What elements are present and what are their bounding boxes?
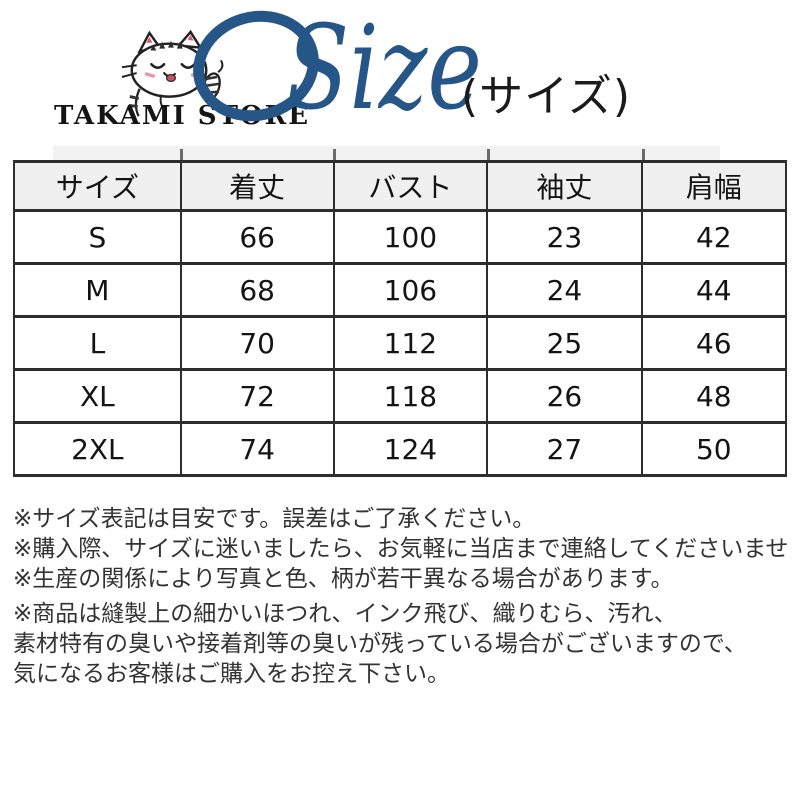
table-cell: L — [13, 315, 182, 371]
table-cell: 100 — [332, 209, 489, 265]
header-row: サイズ 着丈 バスト 袖丈 肩幅 — [13, 160, 788, 212]
size-table-body: S 66 100 23 42 M 68 106 24 44 L 70 112 25 46 XL 72 118 26 4… — [13, 209, 788, 477]
divider-stub — [180, 149, 183, 160]
table-cell: 74 — [179, 421, 335, 477]
size-table: サイズ 着丈 バスト 袖丈 肩幅 S 66 100 23 42 M 68 106 24 44 L 70 112 2… — [13, 160, 788, 477]
table-cell: 26 — [486, 368, 643, 424]
table-cell: 25 — [486, 315, 643, 371]
table-cell: 24 — [486, 262, 643, 318]
size-title-text: Size — [286, 1, 482, 136]
divider-stub — [487, 149, 490, 160]
table-cell: 2XL — [13, 421, 182, 477]
table-row: M 68 106 24 44 — [13, 262, 788, 318]
table-cell: 112 — [332, 315, 489, 371]
table-row: 2XL 74 124 27 50 — [13, 421, 788, 477]
table-cell: 124 — [332, 421, 489, 477]
table-row: L 70 112 25 46 — [13, 315, 788, 371]
column-header: 着丈 — [179, 160, 335, 212]
table-top-remnant — [53, 146, 720, 160]
column-header: 袖丈 — [486, 160, 643, 212]
table-cell: M — [13, 262, 182, 318]
table-cell: 44 — [640, 262, 788, 318]
table-cell: 66 — [179, 209, 335, 265]
table-cell: 118 — [332, 368, 489, 424]
table-cell: 72 — [179, 368, 335, 424]
column-header: バスト — [332, 160, 489, 212]
note-line: 素材特有の臭いや接着剤等の臭いが残っている場合がございますので、 — [13, 631, 747, 657]
table-cell: 68 — [179, 262, 335, 318]
note-line: ※商品は縫製上の細かいほつれ、インク飛び、織りむら、汚れ、 — [13, 601, 677, 627]
size-title-script: Size — [193, 1, 482, 136]
note-line: 気になるお客様はご購入をお控え下さい。 — [13, 661, 450, 687]
notes: ※サイズ表記は目安です。誤差はご了承ください。 ※購入際、サイズに迷いましたら、お… — [13, 504, 795, 689]
divider-stub — [642, 149, 645, 160]
column-header: 肩幅 — [640, 160, 788, 212]
size-title-subtitle: (サイズ) — [461, 71, 632, 122]
size-table-head: サイズ 着丈 バスト 袖丈 肩幅 — [13, 160, 788, 212]
table-cell: 50 — [640, 421, 788, 477]
note-line: ※サイズ表記は目安です。誤差はご了承ください。 — [13, 506, 536, 532]
table-cell: 42 — [640, 209, 788, 265]
table-row: XL 72 118 26 48 — [13, 368, 788, 424]
table-cell: S — [13, 209, 182, 265]
column-header: サイズ — [13, 160, 182, 212]
table-cell: XL — [13, 368, 182, 424]
table-cell: 46 — [640, 315, 788, 371]
table-row: S 66 100 23 42 — [13, 209, 788, 265]
table-cell: 70 — [179, 315, 335, 371]
table-cell: 48 — [640, 368, 788, 424]
table-cell: 27 — [486, 421, 643, 477]
table-cell: 23 — [486, 209, 643, 265]
title-flourish — [193, 10, 319, 122]
note-line: ※購入際、サイズに迷いましたら、お気軽に当店まで連絡してくださいませ — [13, 536, 789, 562]
note-line: ※生産の関係により写真と色、柄が若干異なる場合があります。 — [13, 566, 674, 592]
table-cell: 106 — [332, 262, 489, 318]
divider-stub — [333, 149, 336, 160]
